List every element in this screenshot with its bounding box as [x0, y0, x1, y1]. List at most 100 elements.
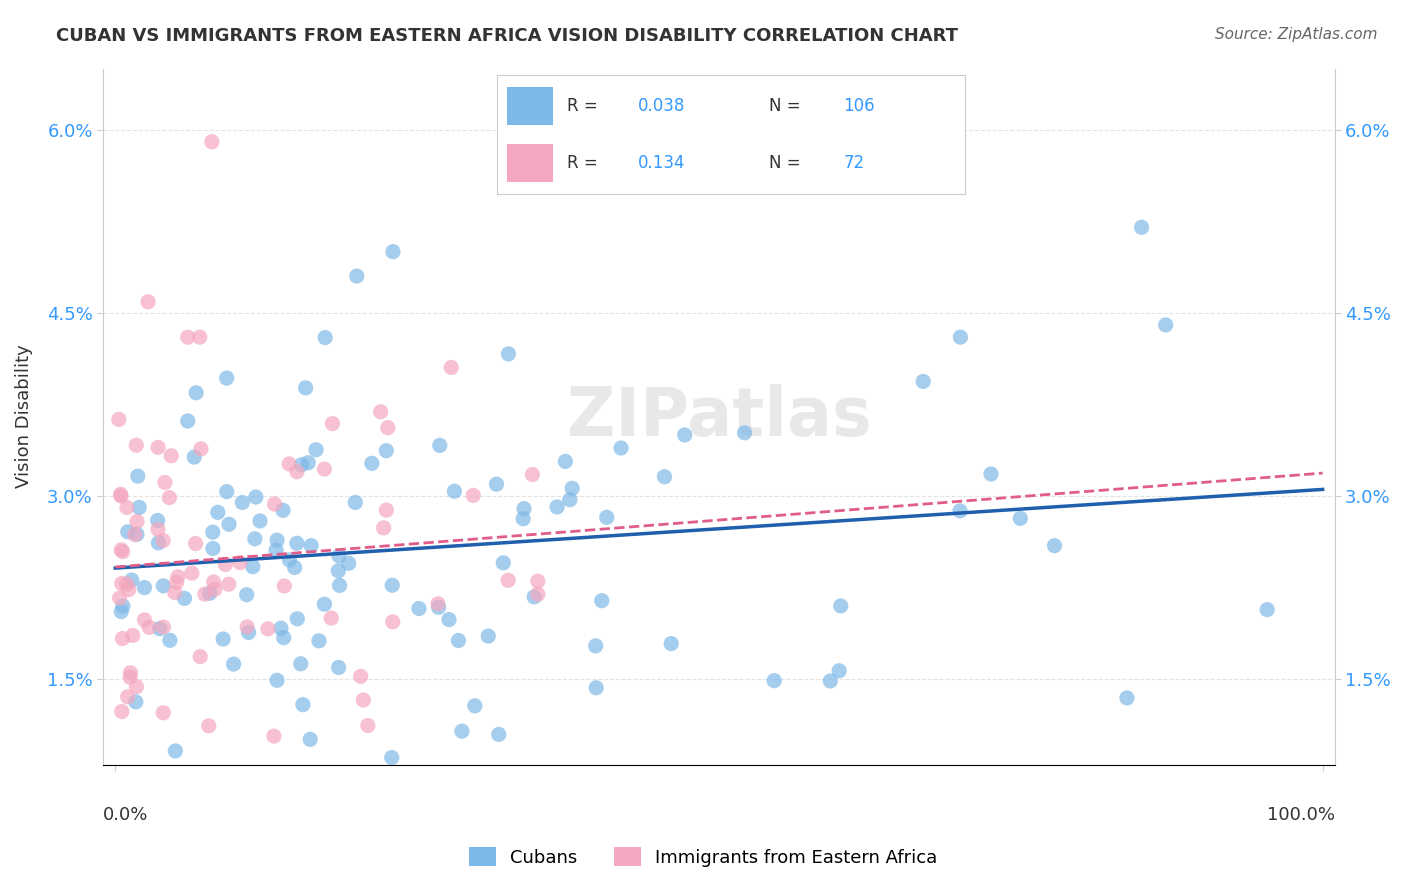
- Cubans: [830, 599, 852, 613]
- Cubans: [186, 385, 208, 400]
- Immigrants from Eastern Africa: [111, 632, 134, 646]
- Cubans: [290, 657, 312, 671]
- Immigrants from Eastern Africa: [314, 462, 336, 476]
- Immigrants from Eastern Africa: [125, 680, 148, 694]
- Cubans: [408, 601, 430, 615]
- Cubans: [242, 559, 264, 574]
- Immigrants from Eastern Africa: [201, 135, 224, 149]
- Cubans: [1154, 318, 1177, 332]
- Cubans: [443, 484, 465, 499]
- Cubans: [270, 621, 292, 635]
- Immigrants from Eastern Africa: [108, 412, 131, 426]
- Immigrants from Eastern Africa: [166, 575, 188, 590]
- Immigrants from Eastern Africa: [157, 491, 180, 505]
- Cubans: [128, 500, 150, 515]
- Cubans: [734, 425, 756, 440]
- Cubans: [437, 613, 460, 627]
- Cubans: [291, 458, 314, 472]
- Cubans: [828, 664, 851, 678]
- Cubans: [278, 553, 301, 567]
- Cubans: [381, 244, 404, 259]
- Cubans: [110, 605, 132, 619]
- Cubans: [980, 467, 1002, 481]
- Cubans: [183, 450, 205, 464]
- Immigrants from Eastern Africa: [120, 670, 142, 684]
- Immigrants from Eastern Africa: [285, 465, 308, 479]
- Immigrants from Eastern Africa: [263, 497, 285, 511]
- Cubans: [546, 500, 568, 514]
- Cubans: [375, 443, 398, 458]
- Cubans: [912, 375, 935, 389]
- Cubans: [215, 484, 238, 499]
- Immigrants from Eastern Africa: [527, 587, 550, 601]
- Cubans: [585, 681, 607, 695]
- Cubans: [1010, 511, 1032, 525]
- Immigrants from Eastern Africa: [124, 527, 146, 541]
- Cubans: [591, 593, 613, 607]
- Immigrants from Eastern Africa: [146, 522, 169, 536]
- Cubans: [558, 492, 581, 507]
- Immigrants from Eastern Africa: [120, 665, 142, 680]
- Immigrants from Eastern Africa: [440, 360, 463, 375]
- Text: ZIPatlas: ZIPatlas: [567, 384, 872, 450]
- Immigrants from Eastern Africa: [117, 690, 139, 704]
- Cubans: [117, 524, 139, 539]
- Cubans: [297, 456, 319, 470]
- Cubans: [218, 517, 240, 532]
- Cubans: [245, 490, 267, 504]
- Immigrants from Eastern Africa: [194, 587, 217, 601]
- Immigrants from Eastern Africa: [218, 577, 240, 591]
- Immigrants from Eastern Africa: [321, 417, 343, 431]
- Cubans: [381, 750, 404, 764]
- Cubans: [451, 724, 474, 739]
- Immigrants from Eastern Africa: [195, 789, 218, 803]
- Immigrants from Eastern Africa: [134, 613, 156, 627]
- Immigrants from Eastern Africa: [278, 457, 301, 471]
- Immigrants from Eastern Africa: [197, 719, 219, 733]
- Cubans: [134, 581, 156, 595]
- Immigrants from Eastern Africa: [188, 649, 211, 664]
- Cubans: [243, 532, 266, 546]
- Cubans: [464, 698, 486, 713]
- Cubans: [159, 633, 181, 648]
- Cubans: [673, 428, 696, 442]
- Immigrants from Eastern Africa: [176, 330, 198, 344]
- Immigrants from Eastern Africa: [257, 622, 280, 636]
- Cubans: [1116, 690, 1139, 705]
- Cubans: [125, 695, 148, 709]
- Immigrants from Eastern Africa: [167, 570, 190, 584]
- Immigrants from Eastern Africa: [263, 729, 285, 743]
- Cubans: [173, 591, 195, 606]
- Cubans: [273, 631, 295, 645]
- Cubans: [284, 560, 307, 574]
- Immigrants from Eastern Africa: [163, 585, 186, 599]
- Immigrants from Eastern Africa: [125, 515, 148, 529]
- Cubans: [477, 629, 499, 643]
- Immigrants from Eastern Africa: [152, 706, 174, 720]
- Cubans: [212, 632, 235, 646]
- Immigrants from Eastern Africa: [160, 449, 183, 463]
- Cubans: [654, 469, 676, 483]
- Immigrants from Eastern Africa: [273, 579, 295, 593]
- Cubans: [314, 330, 336, 344]
- Cubans: [308, 633, 330, 648]
- Immigrants from Eastern Africa: [180, 566, 202, 581]
- Cubans: [201, 541, 224, 556]
- Cubans: [949, 504, 972, 518]
- Cubans: [299, 539, 322, 553]
- Immigrants from Eastern Africa: [229, 556, 252, 570]
- Cubans: [561, 481, 583, 495]
- Immigrants from Eastern Africa: [136, 294, 159, 309]
- Immigrants from Eastern Africa: [496, 574, 519, 588]
- Immigrants from Eastern Africa: [157, 775, 180, 789]
- Immigrants from Eastern Africa: [125, 438, 148, 452]
- Cubans: [610, 441, 633, 455]
- Text: Source: ZipAtlas.com: Source: ZipAtlas.com: [1215, 27, 1378, 42]
- Immigrants from Eastern Africa: [350, 669, 373, 683]
- Immigrants from Eastern Africa: [138, 620, 160, 634]
- Cubans: [820, 673, 842, 688]
- Text: 100.0%: 100.0%: [1267, 806, 1334, 824]
- Immigrants from Eastern Africa: [111, 705, 134, 719]
- Immigrants from Eastern Africa: [108, 591, 131, 605]
- Cubans: [328, 549, 350, 563]
